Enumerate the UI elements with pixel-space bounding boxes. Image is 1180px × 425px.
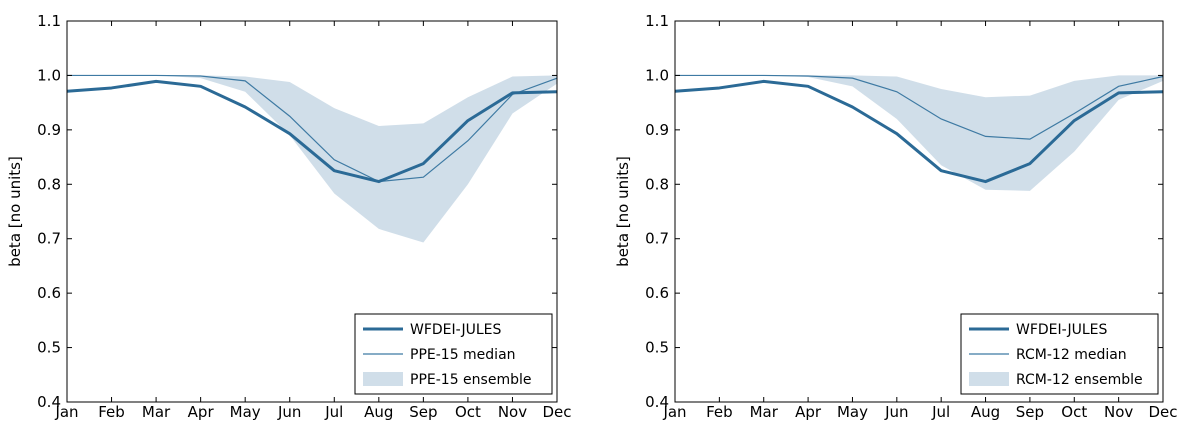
wfdei-jules-line [674, 79, 1164, 184]
x-tick-label: Feb [706, 403, 733, 421]
y-tick-label: 0.9 [645, 121, 669, 139]
y-tick-label: 0.4 [645, 393, 669, 411]
legend-swatch-band [969, 372, 1009, 386]
y-tick-label: 0.8 [37, 175, 61, 193]
x-tick-label: Aug [364, 403, 393, 421]
x-tick-label: Oct [1061, 403, 1087, 421]
x-tick-label: Mar [750, 403, 779, 421]
y-tick-label: 0.4 [37, 393, 61, 411]
x-tick-label: Jun [277, 403, 301, 421]
x-tick-label: Nov [498, 403, 527, 421]
plot-frame [66, 20, 558, 403]
y-tick-label: 0.6 [645, 284, 669, 302]
y-axis-label: beta [no units] [614, 156, 632, 267]
y-tick-label: 0.7 [37, 230, 61, 248]
x-tick-label: Jul [931, 403, 950, 421]
x-tick-label: Mar [142, 403, 171, 421]
x-tick-label: Sep [1016, 403, 1044, 421]
legend: WFDEI-JULES RCM-12 median RCM-12 ensemble [960, 313, 1159, 395]
x-tick-label: Jan [662, 403, 686, 421]
x-tick-label: Dec [542, 403, 571, 421]
y-tick-label: 0.5 [37, 339, 61, 357]
legend-label: WFDEI-JULES [1016, 322, 1108, 338]
x-tick-label: Jul [324, 403, 343, 421]
legend-swatch-band [363, 372, 403, 386]
ensemble-band [67, 75, 557, 243]
x-tick-label: May [230, 403, 261, 421]
x-tick-label: Sep [409, 403, 437, 421]
x-tick-label: Nov [1104, 403, 1133, 421]
y-tick-label: 0.7 [645, 230, 669, 248]
legend-label: RCM-12 median [1016, 347, 1127, 363]
chart-panel-1: 0.4 0.5 0.6 0.7 0.8 0.9 1.0 1.1 Jan Feb Mar Apr May J… [6, 12, 572, 421]
chart-panel-2: 0.4 0.5 0.6 0.7 0.8 0.9 1.0 1.1 Jan Feb Mar Apr May J… [614, 12, 1178, 421]
legend-label: RCM-12 ensemble [1016, 372, 1143, 388]
legend-label: PPE-15 median [410, 347, 516, 363]
y-tick-label: 1.1 [645, 12, 669, 30]
legend: WFDEI-JULES PPE-15 median PPE-15 ensemble [354, 313, 553, 395]
y-axis-label: beta [no units] [6, 156, 24, 267]
x-tick-label: May [837, 403, 868, 421]
x-tick-label: Apr [188, 403, 215, 421]
y-tick-label: 0.5 [645, 339, 669, 357]
legend-label: PPE-15 ensemble [410, 372, 531, 388]
y-tick-label: 1.0 [645, 66, 669, 84]
x-tick-label: Apr [795, 403, 822, 421]
x-tick-label: Jan [54, 403, 78, 421]
median-line [675, 74, 1164, 140]
median-line [67, 74, 558, 183]
y-tick-label: 0.9 [37, 121, 61, 139]
legend-label: WFDEI-JULES [410, 322, 502, 338]
x-tick-label: Oct [455, 403, 481, 421]
x-tick-label: Feb [98, 403, 125, 421]
wfdei-jules-line [66, 79, 558, 184]
ensemble-band [675, 75, 1163, 191]
y-tick-label: 0.6 [37, 284, 61, 302]
y-tick-label: 1.1 [37, 12, 61, 30]
y-tick-label: 1.0 [37, 66, 61, 84]
x-tick-label: Dec [1148, 403, 1177, 421]
plot-frame [674, 20, 1164, 403]
x-tick-label: Aug [971, 403, 1000, 421]
x-tick-label: Jun [884, 403, 908, 421]
y-tick-label: 0.8 [645, 175, 669, 193]
